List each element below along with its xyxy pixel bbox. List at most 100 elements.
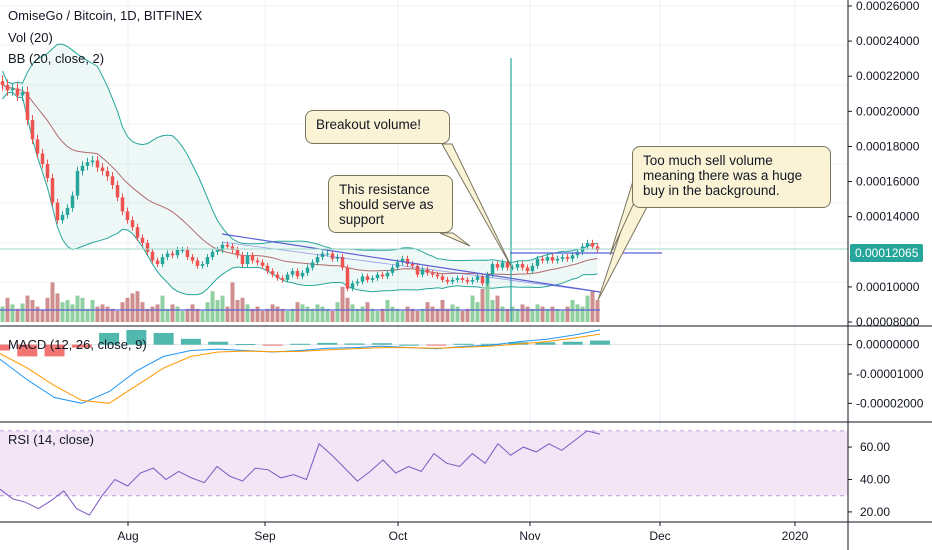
volume-bar bbox=[285, 311, 290, 322]
macd-histogram-bar bbox=[590, 340, 610, 345]
callout-resistance-line-2: should serve as bbox=[339, 197, 434, 212]
candle-body bbox=[5, 85, 10, 91]
volume-bar bbox=[120, 302, 125, 322]
price-pane bbox=[0, 43, 848, 322]
candle-body bbox=[335, 257, 340, 259]
candle-body bbox=[520, 264, 525, 268]
rsi-indicator-label: RSI (14, close) bbox=[8, 432, 94, 447]
candle-body bbox=[150, 251, 155, 261]
volume-bar bbox=[135, 291, 140, 322]
candle-body bbox=[485, 274, 490, 284]
candle-body bbox=[310, 262, 315, 268]
candle-body bbox=[560, 257, 565, 259]
volume-bar bbox=[300, 304, 305, 322]
bb-band-fill bbox=[2, 44, 598, 295]
macd-indicator-label: MACD (12, 26, close, 9) bbox=[8, 337, 147, 352]
volume-bar bbox=[335, 302, 340, 322]
volume-bar bbox=[60, 302, 65, 322]
candle-body bbox=[80, 165, 85, 172]
price-axis-label: 0.00026000 bbox=[856, 0, 920, 13]
candle-body bbox=[550, 257, 555, 261]
volume-bar bbox=[575, 304, 580, 322]
macd-histogram-bar bbox=[371, 343, 392, 345]
volume-bar bbox=[220, 295, 225, 322]
volume-bar bbox=[590, 291, 595, 322]
callout-sell-volume-line-1: Too much sell volume bbox=[643, 153, 773, 168]
volume-bar bbox=[535, 304, 540, 322]
volume-bar bbox=[150, 306, 155, 322]
candle-body bbox=[245, 255, 250, 265]
macd-histogram-bar bbox=[562, 341, 583, 345]
macd-axis-label: -0.00001000 bbox=[856, 367, 924, 381]
candle-body bbox=[535, 258, 540, 266]
volume-bar bbox=[270, 304, 275, 322]
candle-body bbox=[440, 276, 445, 280]
volume-bar bbox=[25, 295, 30, 322]
candle-body bbox=[50, 178, 55, 203]
candle-body bbox=[75, 171, 80, 196]
candle-body bbox=[415, 265, 420, 275]
time-axis-label: Dec bbox=[649, 529, 670, 543]
candle-body bbox=[555, 258, 560, 261]
price-axis-label: 0.00022000 bbox=[856, 69, 920, 83]
candle-body bbox=[235, 250, 240, 256]
bb-upper-line bbox=[2, 43, 598, 263]
candle-body bbox=[190, 257, 195, 261]
macd-axis-label: -0.00002000 bbox=[856, 396, 924, 410]
price-axis-label: 0.00008000 bbox=[856, 315, 920, 329]
volume-bar bbox=[105, 306, 110, 322]
candle-body bbox=[110, 176, 115, 186]
candle-body bbox=[300, 272, 305, 277]
grid bbox=[0, 0, 848, 522]
candle-body bbox=[225, 244, 230, 247]
macd-histogram-bar bbox=[480, 343, 501, 345]
macd-histogram-bar bbox=[71, 344, 92, 348]
volume-bar bbox=[200, 311, 205, 322]
volume-bar bbox=[380, 308, 385, 322]
volume-bar bbox=[450, 304, 455, 322]
volume-bar bbox=[75, 295, 80, 322]
candle-body bbox=[170, 253, 175, 256]
candle-body bbox=[375, 274, 380, 279]
candle-body bbox=[465, 279, 470, 282]
volume-bar bbox=[325, 308, 330, 322]
candle-body bbox=[25, 92, 30, 121]
macd-histogram-bar bbox=[126, 330, 147, 345]
rsi-axis-label: 20.00 bbox=[860, 505, 890, 519]
candle-body bbox=[155, 260, 160, 265]
volume-bar bbox=[175, 306, 180, 322]
volume-bar bbox=[115, 311, 120, 322]
candle-body bbox=[20, 92, 25, 96]
volume-bar bbox=[565, 306, 570, 322]
candle-body bbox=[345, 267, 350, 289]
candle-body bbox=[195, 260, 200, 266]
candle-body bbox=[160, 257, 165, 265]
candle-body bbox=[100, 167, 105, 172]
volume-bar bbox=[210, 291, 215, 322]
volume-bar bbox=[205, 302, 210, 322]
volume-bar bbox=[310, 308, 315, 322]
volume-bar bbox=[275, 306, 280, 322]
volume-bar bbox=[390, 306, 395, 322]
price-axis-label: 0.00016000 bbox=[856, 175, 920, 189]
macd-histogram-bar bbox=[44, 344, 65, 357]
candle-body bbox=[135, 227, 140, 238]
candle-body bbox=[500, 262, 505, 268]
volume-bar bbox=[445, 308, 450, 322]
candle-body bbox=[455, 278, 460, 280]
candle-body bbox=[115, 185, 120, 198]
volume-bar bbox=[460, 311, 465, 322]
volume-bar bbox=[350, 304, 355, 322]
rsi-axis-label: 40.00 bbox=[860, 472, 890, 486]
vol-indicator-label: Vol (20) bbox=[8, 30, 53, 45]
candle-body bbox=[540, 258, 545, 261]
volume-bar bbox=[180, 311, 185, 322]
candle-body bbox=[475, 276, 480, 280]
callout-sell-volume-line-3: buy in the background. bbox=[643, 183, 780, 198]
candle-body bbox=[280, 278, 285, 280]
volume-bar bbox=[455, 306, 460, 322]
macd-histogram-bar bbox=[399, 344, 420, 346]
candle-body bbox=[105, 171, 110, 177]
callout-resistance-line-1: This resistance bbox=[339, 182, 430, 197]
